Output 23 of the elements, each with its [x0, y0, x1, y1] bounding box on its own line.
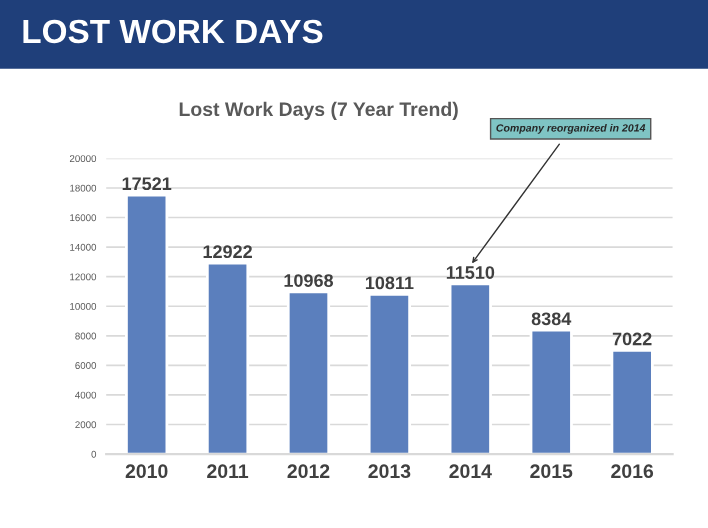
data-label: 8384	[531, 312, 572, 326]
data-label: 17521	[122, 177, 172, 191]
x-tick-label: 2013	[368, 464, 411, 479]
bar	[125, 193, 169, 455]
bar	[205, 261, 250, 455]
data-label: 11510	[446, 266, 495, 279]
chart-subtitle: Lost Work Days (7 Year Trend)	[179, 101, 458, 120]
data-label: 10968	[284, 274, 334, 287]
x-tick-label: 2016	[611, 464, 654, 479]
bar	[529, 328, 573, 455]
x-tick-label: 2010	[125, 464, 168, 479]
data-label: 10811	[365, 276, 414, 290]
x-tick-label: 2014	[449, 464, 492, 479]
chart-title: LOST WORK DAYS	[23, 19, 323, 44]
bar	[286, 290, 331, 455]
data-label: 12922	[203, 245, 252, 259]
bar	[367, 292, 412, 455]
bar	[448, 282, 492, 455]
x-tick-label: 2015	[530, 464, 573, 479]
x-tick-label: 2011	[207, 464, 249, 479]
x-tick-label: 2012	[287, 464, 330, 479]
bar	[610, 348, 654, 455]
data-label: 7022	[612, 332, 652, 346]
